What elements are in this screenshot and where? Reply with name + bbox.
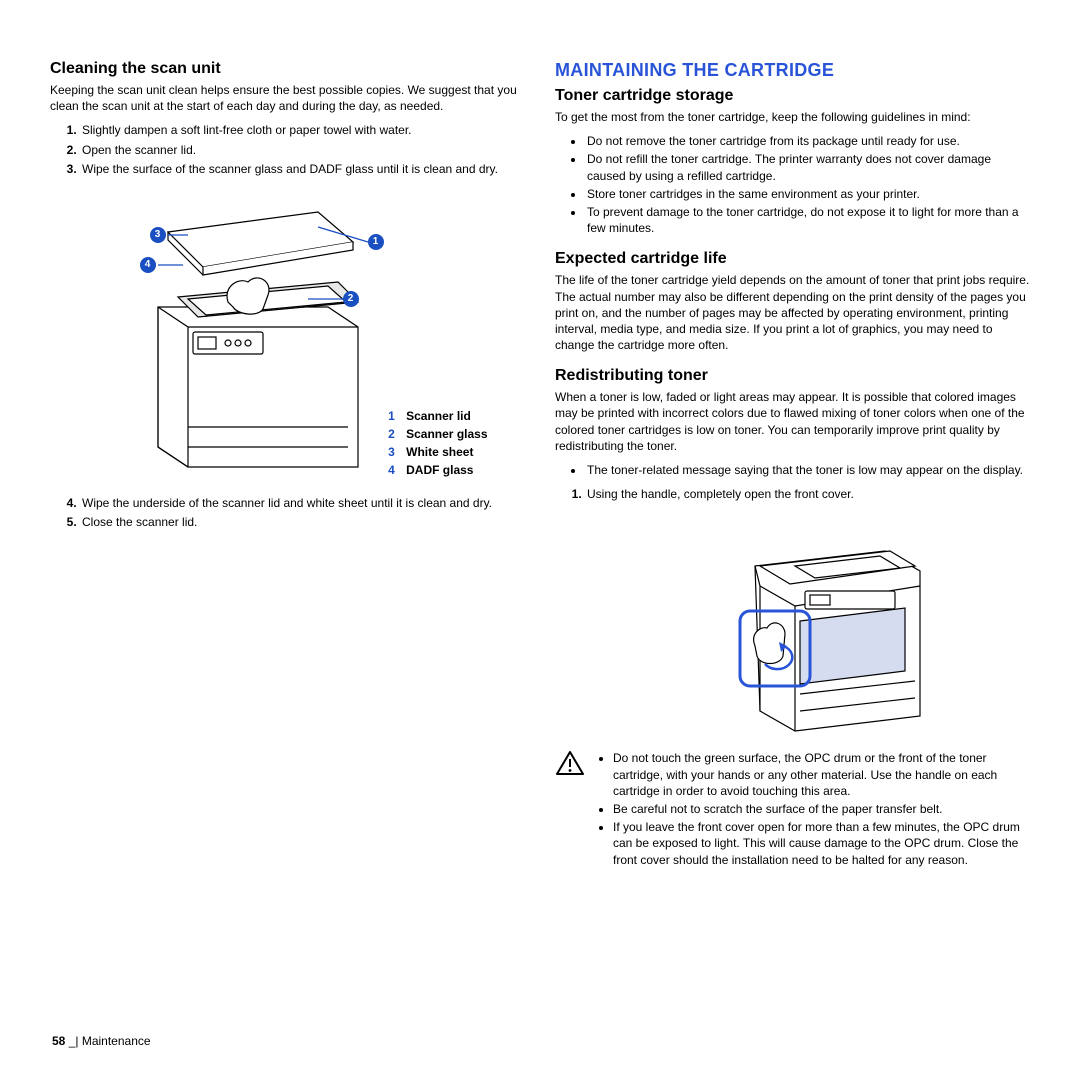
storage-intro: To get the most from the toner cartridge… — [555, 109, 1030, 125]
step-item: Wipe the surface of the scanner glass an… — [80, 161, 525, 177]
legend-row: 1Scanner lid — [388, 407, 487, 425]
heading-redistributing-toner: Redistributing toner — [555, 367, 1030, 385]
redist-bullets: The toner-related message saying that th… — [555, 462, 1030, 478]
step-item: Slightly dampen a soft lint-free cloth o… — [80, 122, 525, 138]
printer-illustration — [665, 516, 945, 736]
life-text: The life of the toner cartridge yield de… — [555, 272, 1030, 353]
caution-list: Do not touch the green surface, the OPC … — [595, 750, 1030, 869]
legend: 1Scanner lid 2Scanner glass 3White sheet… — [388, 407, 487, 479]
callout-1: 1 — [368, 234, 384, 250]
list-item: The toner-related message saying that th… — [585, 462, 1030, 478]
section-title-cartridge: Maintaining the cartridge — [555, 60, 1030, 81]
legend-row: 3White sheet — [388, 443, 487, 461]
printer-svg — [665, 516, 945, 736]
step-item: Wipe the underside of the scanner lid an… — [80, 495, 525, 511]
heading-toner-storage: Toner cartridge storage — [555, 87, 1030, 105]
redist-steps: Using the handle, completely open the fr… — [555, 486, 1030, 502]
callout-2: 2 — [343, 291, 359, 307]
legend-row: 4DADF glass — [388, 461, 487, 479]
redist-intro: When a toner is low, faded or light area… — [555, 389, 1030, 454]
heading-cleaning-scan-unit: Cleaning the scan unit — [50, 60, 525, 78]
step-item: Using the handle, completely open the fr… — [585, 486, 1030, 502]
list-item: Be careful not to scratch the surface of… — [613, 801, 1030, 817]
legend-row: 2Scanner glass — [388, 425, 487, 443]
caution-icon — [555, 750, 585, 869]
list-item: Store toner cartridges in the same envir… — [585, 186, 1030, 202]
heading-expected-life: Expected cartridge life — [555, 250, 1030, 268]
storage-bullets: Do not remove the toner cartridge from i… — [555, 133, 1030, 236]
scanner-illustration: 1 2 3 4 1Scanner lid 2Scanner glass 3Whi… — [50, 187, 525, 487]
intro-text: Keeping the scan unit clean helps ensure… — [50, 82, 525, 114]
left-column: Cleaning the scan unit Keeping the scan … — [50, 60, 525, 1020]
page-content: Cleaning the scan unit Keeping the scan … — [50, 60, 1030, 1020]
caution-block: Do not touch the green surface, the OPC … — [555, 750, 1030, 869]
step-item: Open the scanner lid. — [80, 142, 525, 158]
list-item: Do not remove the toner cartridge from i… — [585, 133, 1030, 149]
step-item: Close the scanner lid. — [80, 514, 525, 530]
list-item: Do not refill the toner cartridge. The p… — [585, 151, 1030, 183]
footer-sep: _| — [65, 1034, 81, 1048]
list-item: Do not touch the green surface, the OPC … — [613, 750, 1030, 799]
list-item: To prevent damage to the toner cartridge… — [585, 204, 1030, 236]
page-number: 58 — [52, 1034, 65, 1048]
callout-4: 4 — [140, 257, 156, 273]
page-footer: 58 _| Maintenance — [52, 1034, 151, 1048]
right-column: Maintaining the cartridge Toner cartridg… — [555, 60, 1030, 1020]
steps-list-a: Slightly dampen a soft lint-free cloth o… — [50, 122, 525, 177]
chapter-name: Maintenance — [82, 1034, 151, 1048]
steps-list-b: Wipe the underside of the scanner lid an… — [50, 495, 525, 530]
list-item: If you leave the front cover open for mo… — [613, 819, 1030, 868]
callout-3: 3 — [150, 227, 166, 243]
